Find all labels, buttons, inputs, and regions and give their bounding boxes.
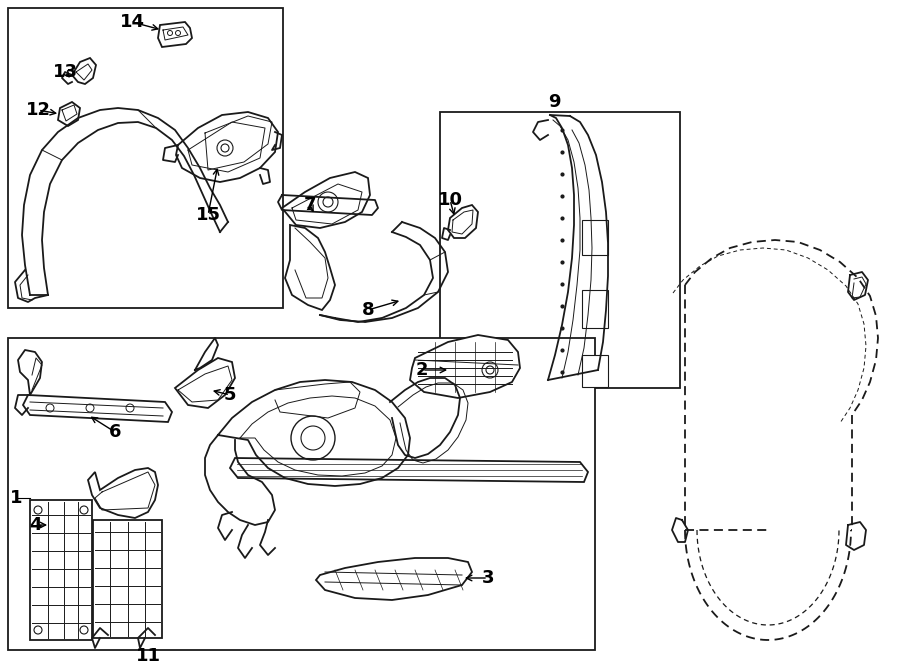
- Bar: [30, 500, 92, 640]
- Polygon shape: [230, 458, 588, 482]
- Text: 15: 15: [195, 206, 220, 224]
- Text: 10: 10: [437, 191, 463, 209]
- Text: 12: 12: [25, 101, 50, 119]
- Polygon shape: [176, 112, 278, 182]
- Text: 1: 1: [10, 489, 22, 507]
- Bar: [582, 290, 608, 328]
- Bar: [440, 112, 680, 388]
- Text: 2: 2: [416, 361, 428, 379]
- Text: 7: 7: [304, 196, 316, 214]
- Polygon shape: [175, 358, 235, 408]
- Polygon shape: [23, 395, 172, 422]
- Polygon shape: [282, 172, 370, 228]
- Polygon shape: [448, 205, 478, 238]
- Bar: [582, 220, 608, 255]
- Text: 11: 11: [136, 647, 160, 662]
- Polygon shape: [285, 225, 335, 310]
- Text: 5: 5: [224, 386, 236, 404]
- Bar: [582, 355, 608, 387]
- Bar: [93, 520, 162, 638]
- Polygon shape: [158, 22, 192, 47]
- Text: 8: 8: [362, 301, 374, 319]
- Text: 9: 9: [548, 93, 560, 111]
- Polygon shape: [58, 102, 80, 126]
- Bar: [8, 8, 283, 308]
- Text: 13: 13: [52, 63, 77, 81]
- Polygon shape: [316, 558, 472, 600]
- Text: 6: 6: [109, 423, 122, 441]
- Bar: [8, 338, 595, 650]
- Polygon shape: [72, 58, 96, 84]
- Text: 4: 4: [29, 516, 41, 534]
- Polygon shape: [410, 335, 520, 398]
- Text: 3: 3: [482, 569, 494, 587]
- Text: 14: 14: [120, 13, 145, 31]
- Polygon shape: [88, 468, 158, 518]
